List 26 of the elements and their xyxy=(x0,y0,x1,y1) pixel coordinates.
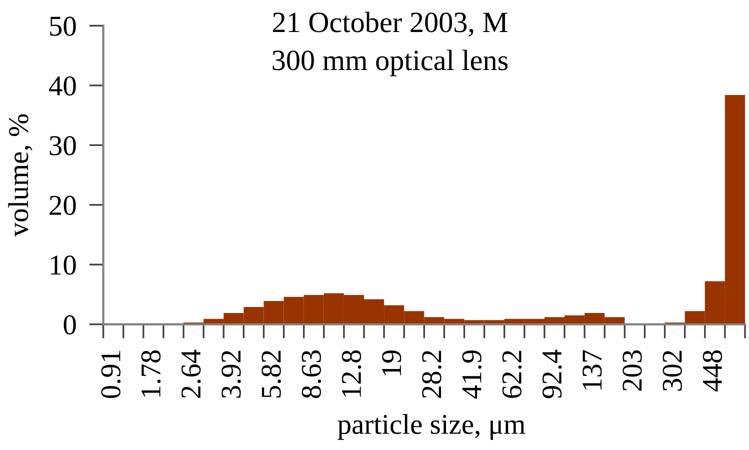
text: 300 mm optical lens xyxy=(272,50,508,76)
x-tick-label: 5.82 xyxy=(262,350,282,398)
chart-title: 21 October 2003, M xyxy=(273,12,508,36)
y-axis-title: volume, % xyxy=(8,114,32,237)
x-tick-label: 448 xyxy=(702,350,722,392)
x-tick-label: 137 xyxy=(582,350,602,390)
x-tick-label: 28.2 xyxy=(422,350,442,398)
x-tick-label: 62.2 xyxy=(502,350,522,398)
y-tick-label: 40 xyxy=(48,76,76,96)
x-tick-label: 2.64 xyxy=(182,350,201,398)
y-tick-label: 10 xyxy=(50,256,76,275)
x-tick-label: 1.78 xyxy=(141,350,161,397)
x-tick-label: 203 xyxy=(622,350,642,391)
y-tick-label: 30 xyxy=(50,136,76,156)
x-tick-label: 92.4 xyxy=(542,350,562,398)
x-tick-label: 3.92 xyxy=(222,350,241,398)
x-tick-label: 19 xyxy=(382,350,402,376)
x-tick-label: 0.91 xyxy=(101,351,121,398)
x-tick-label: 12.8 xyxy=(342,350,362,397)
x-tick-label: 41.9 xyxy=(462,350,482,399)
x-tick-label: 8.63 xyxy=(302,350,322,398)
x-axis-title: particle size, μm xyxy=(338,414,526,440)
x-tick-label: 302 xyxy=(662,350,682,391)
y-tick-label: 50 xyxy=(50,16,76,36)
y-tick-label: 0 xyxy=(64,315,76,334)
y-tick-label: 20 xyxy=(50,196,76,216)
